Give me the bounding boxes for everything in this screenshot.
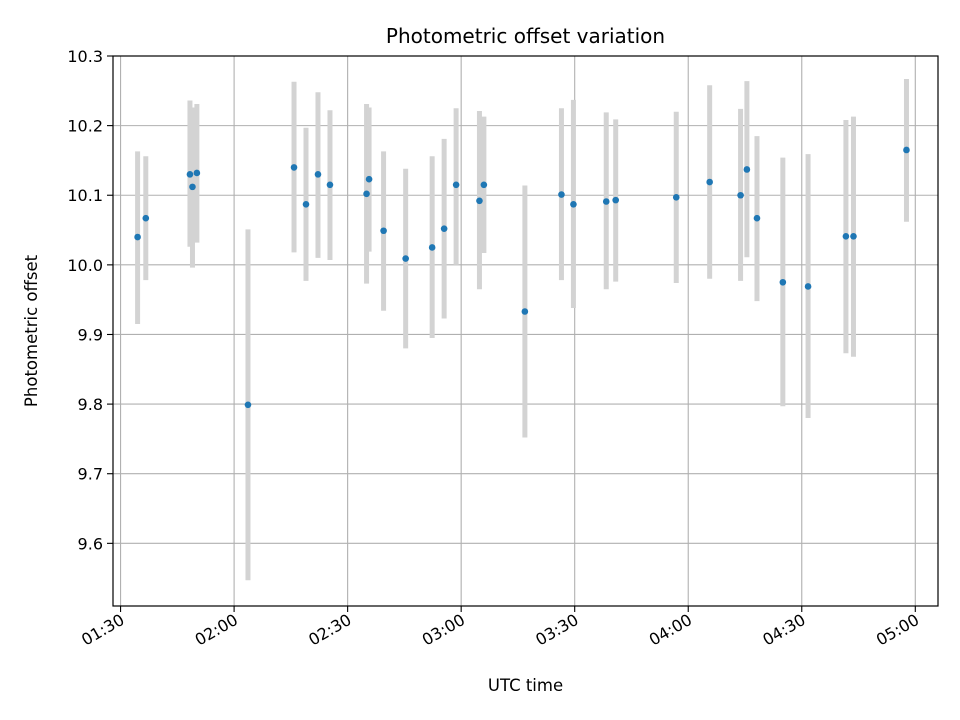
y-tick-label: 9.7 <box>78 465 103 484</box>
y-tick-label: 10.1 <box>67 186 103 205</box>
data-point <box>186 171 194 178</box>
data-point <box>570 200 577 208</box>
data-point <box>672 194 680 201</box>
chart-title: Photometric offset variation <box>386 24 665 48</box>
data-points <box>134 146 910 409</box>
data-point <box>903 146 910 154</box>
y-tick-label: 10.2 <box>67 117 103 136</box>
plot-frame <box>112 55 939 607</box>
data-point <box>804 283 812 290</box>
y-tick-label: 10.3 <box>67 47 103 66</box>
data-point <box>189 183 196 191</box>
data-point <box>737 191 744 199</box>
data-point <box>428 244 436 251</box>
y-axis-title: Photometric offset <box>22 254 41 407</box>
y-tick-label: 9.9 <box>78 325 103 344</box>
data-point <box>380 227 387 235</box>
data-point <box>850 233 857 240</box>
data-point <box>193 169 201 177</box>
data-point <box>753 214 761 222</box>
data-point <box>244 401 252 409</box>
data-point <box>290 164 298 171</box>
data-point <box>480 181 488 189</box>
data-point <box>326 181 334 189</box>
x-axis-title: UTC time <box>488 676 563 695</box>
data-point <box>521 308 529 315</box>
data-point <box>612 196 619 204</box>
data-point <box>302 200 310 208</box>
data-point <box>779 278 787 286</box>
data-point <box>134 233 141 241</box>
y-tick-label: 9.6 <box>78 534 103 553</box>
data-point <box>706 178 713 186</box>
data-point <box>314 171 322 178</box>
data-point <box>402 255 409 262</box>
data-point <box>365 175 373 183</box>
data-point <box>440 225 448 232</box>
data-point <box>558 191 565 198</box>
data-point <box>363 190 370 198</box>
y-tick-label: 10.0 <box>67 256 103 275</box>
data-point <box>452 181 460 189</box>
data-point <box>142 214 150 222</box>
data-point <box>602 198 610 205</box>
y-tick-label: 9.8 <box>78 395 103 414</box>
data-point <box>743 166 751 173</box>
data-point <box>842 233 850 240</box>
data-point <box>476 197 483 205</box>
y-axis-ticks: 9.6 9.7 9.8 9.9 10.0 10.1 10.2 10.3 <box>67 47 113 553</box>
